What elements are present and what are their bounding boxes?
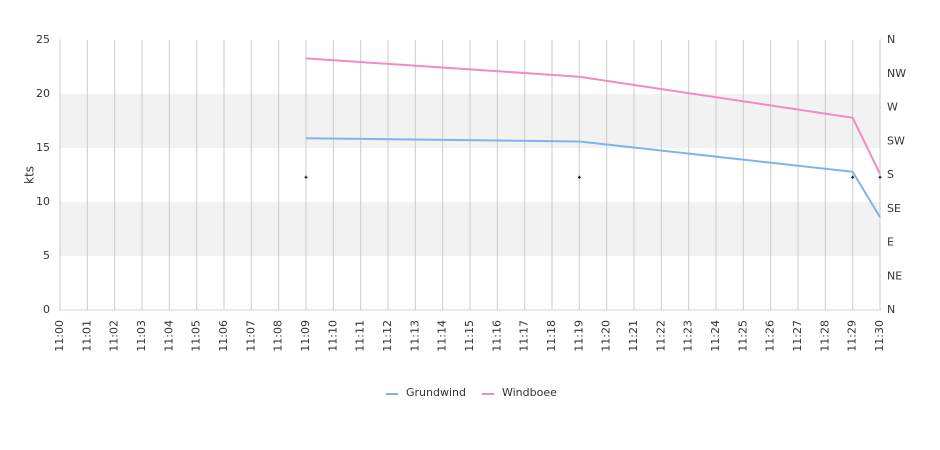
x-tick-label: 11:27 bbox=[791, 320, 804, 352]
x-tick-label: 11:11 bbox=[354, 320, 367, 352]
x-tick-label: 11:24 bbox=[709, 320, 722, 352]
x-tick-label: 11:02 bbox=[108, 320, 121, 352]
x-tick-label: 11:20 bbox=[600, 320, 613, 352]
y2-tick-label: SW bbox=[887, 134, 905, 147]
x-tick-label: 11:18 bbox=[545, 320, 558, 352]
legend-label: Windboee bbox=[502, 386, 557, 399]
x-tick-label: 11:08 bbox=[272, 320, 285, 352]
y-tick-label: 10 bbox=[36, 195, 50, 208]
x-tick-label: 11:15 bbox=[463, 320, 476, 352]
x-tick-label: 11:12 bbox=[381, 320, 394, 352]
y-tick-label: 5 bbox=[43, 249, 50, 262]
y2-tick-label: SE bbox=[887, 202, 901, 215]
y-tick-label: 15 bbox=[36, 141, 50, 154]
x-tick-label: 11:03 bbox=[135, 320, 148, 352]
direction-marker bbox=[577, 175, 581, 179]
x-tick-label: 11:22 bbox=[654, 320, 667, 352]
x-tick-label: 11:10 bbox=[326, 320, 339, 352]
legend-label: Grundwind bbox=[406, 386, 466, 399]
x-tick-label: 11:00 bbox=[53, 320, 66, 352]
x-tick-label: 11:01 bbox=[80, 320, 93, 352]
x-tick-label: 11:06 bbox=[217, 320, 230, 352]
y-axis-label: kts bbox=[23, 166, 37, 184]
y2-tick-label: S bbox=[887, 168, 894, 181]
x-tick-label: 11:25 bbox=[736, 320, 749, 352]
x-tick-label: 11:17 bbox=[518, 320, 531, 352]
y-tick-label: 0 bbox=[43, 303, 50, 316]
y2-tick-label: N bbox=[887, 33, 895, 46]
x-tick-label: 11:09 bbox=[299, 320, 312, 352]
x-tick-label: 11:16 bbox=[490, 320, 503, 352]
x-tick-label: 11:26 bbox=[764, 320, 777, 352]
y2-tick-label: N bbox=[887, 303, 895, 316]
x-tick-label: 11:21 bbox=[627, 320, 640, 352]
line bbox=[305, 137, 881, 218]
x-tick-label: 11:13 bbox=[408, 320, 421, 352]
y2-tick-label: NE bbox=[887, 269, 902, 282]
x-tick-label: 11:28 bbox=[818, 320, 831, 352]
y2-tick-label: NW bbox=[887, 67, 906, 80]
x-tick-label: 11:07 bbox=[244, 320, 257, 352]
direction-marker bbox=[851, 175, 855, 179]
x-tick-label: 11:14 bbox=[436, 320, 449, 352]
x-tick-label: 11:23 bbox=[682, 320, 695, 352]
direction-marker bbox=[878, 175, 882, 179]
x-tick-label: 11:30 bbox=[873, 320, 886, 352]
x-tick-label: 11:19 bbox=[572, 320, 585, 352]
y2-tick-label: E bbox=[887, 236, 894, 249]
line bbox=[305, 57, 881, 175]
y-tick-label: 20 bbox=[36, 87, 50, 100]
y-tick-label: 25 bbox=[36, 33, 50, 46]
x-tick-label: 11:04 bbox=[162, 320, 175, 352]
x-tick-label: 11:05 bbox=[190, 320, 203, 352]
y2-tick-label: W bbox=[887, 101, 898, 114]
x-tick-label: 11:29 bbox=[846, 320, 859, 352]
direction-marker bbox=[304, 175, 308, 179]
